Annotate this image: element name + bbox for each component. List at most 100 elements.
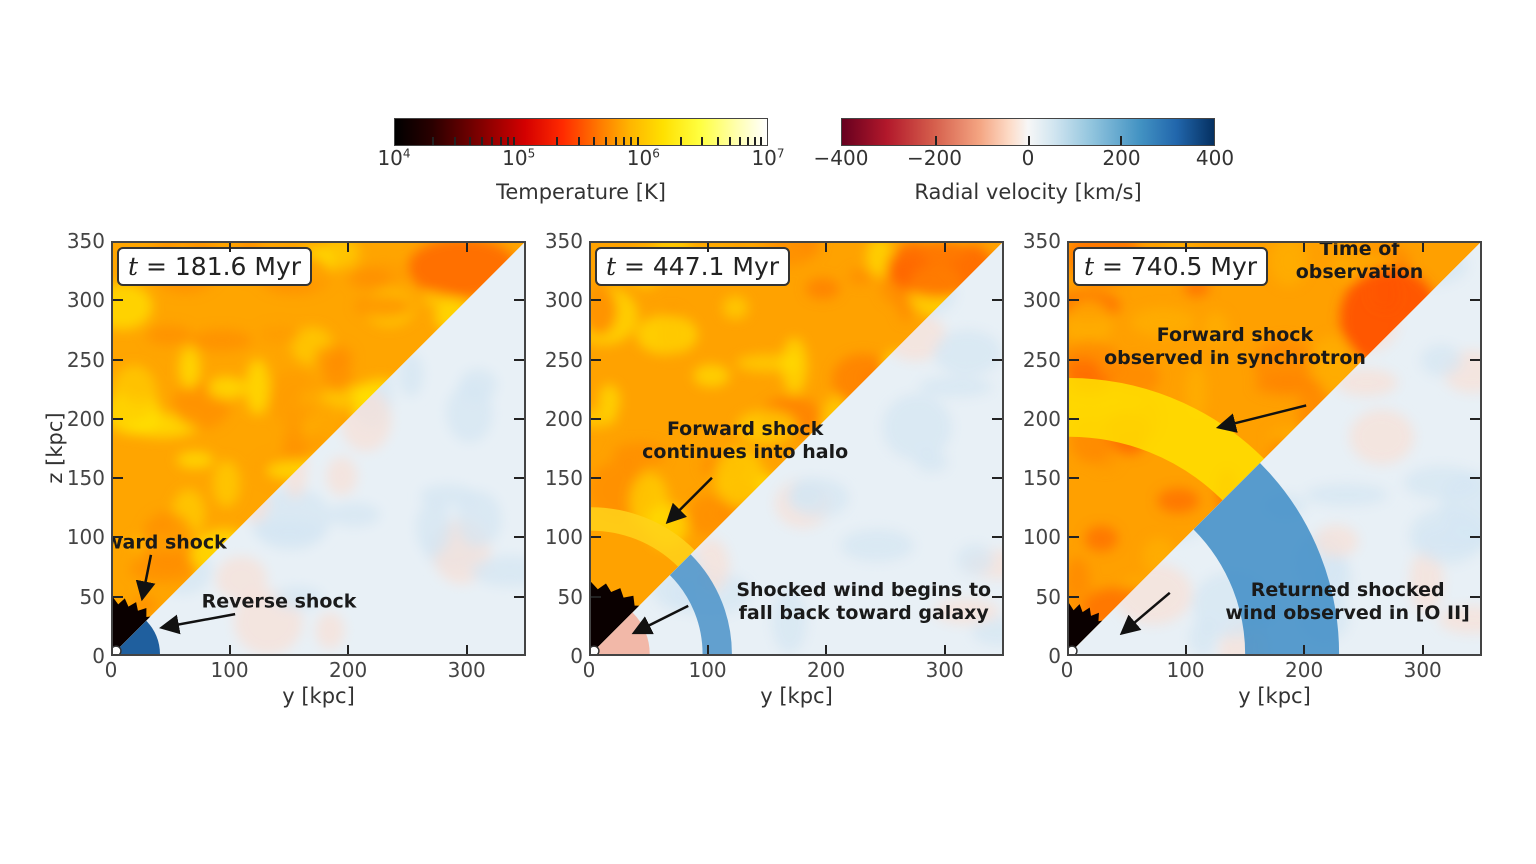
y-tick: [591, 299, 601, 302]
y-tick-label: 150: [66, 466, 105, 491]
velocity-tick-label: 0: [1021, 146, 1035, 170]
y-tick: [591, 536, 601, 539]
annotation-line: fall back toward galaxy: [738, 602, 989, 625]
y-tick: [1470, 358, 1480, 361]
y-tick: [514, 595, 524, 598]
temperature-minor-tick: [760, 137, 763, 145]
y-tick: [514, 536, 524, 539]
annotation-label: Shocked wind begins to fall back toward g…: [736, 579, 991, 625]
time-variable: t: [1084, 252, 1095, 281]
y-tick: [1069, 536, 1079, 539]
temperature-minor-tick: [469, 137, 472, 145]
y-tick: [113, 477, 123, 480]
y-tick: [992, 358, 1002, 361]
y-tick-label: 200: [1022, 406, 1061, 431]
temperature-minor-tick: [701, 137, 704, 145]
x-tick: [1303, 243, 1306, 252]
returned-wind-region: [1069, 243, 1480, 654]
y-tick-label: 100: [544, 525, 583, 550]
x-tick: [465, 645, 468, 654]
y-tick-label: 150: [1022, 466, 1061, 491]
simulation-panel: t = 740.5 Myr Time of observation Forward s…: [1067, 241, 1482, 656]
temperature-minor-tick: [754, 137, 756, 145]
y-tick: [113, 299, 123, 302]
temperature-minor-tick: [636, 137, 639, 145]
y-tick-label: 200: [544, 406, 583, 431]
x-tick: [706, 645, 709, 654]
y-tick: [1069, 417, 1079, 420]
annotation-label: Forward shock observed in synchrotron: [1104, 324, 1366, 370]
y-tick-label: 50: [557, 584, 583, 609]
x-tick: [1184, 645, 1187, 654]
galaxy-marker: [113, 645, 122, 654]
annotation-label: Reverse shock: [202, 591, 357, 614]
temperature-colorbar: [394, 118, 768, 146]
y-tick: [1470, 299, 1480, 302]
inner-wind-region: [591, 595, 650, 654]
temperature-minor-tick: [499, 137, 502, 145]
temperature-minor-tick: [506, 137, 509, 145]
annotation-line: observed in synchrotron: [1104, 347, 1366, 370]
y-tick-label: 300: [66, 288, 105, 313]
annotation-line: Forward shock: [1156, 324, 1314, 347]
temperature-minor-tick: [746, 137, 749, 145]
temperature-minor-tick: [738, 137, 741, 145]
temperature-minor-tick: [614, 137, 617, 145]
y-tick-label: 250: [1022, 347, 1061, 372]
y-tick: [514, 477, 524, 480]
x-tick-label: 100: [688, 658, 727, 682]
annotation-label: Returned shocked wind observed in [O II]: [1225, 579, 1469, 625]
annotation-line: Returned shocked: [1250, 579, 1445, 602]
velocity-tick-label: 400: [1195, 146, 1235, 170]
x-tick: [706, 243, 709, 252]
y-tick-label: 300: [544, 288, 583, 313]
temperature-minor-tick: [491, 137, 494, 145]
y-tick-label: 100: [66, 525, 105, 550]
annotation-line: continues into halo: [642, 441, 849, 463]
y-tick: [1470, 477, 1480, 480]
y-tick-label: 250: [544, 347, 583, 372]
x-tick: [465, 243, 468, 252]
x-tick-label: 200: [1285, 658, 1324, 682]
temperature-minor-tick: [716, 137, 719, 145]
x-tick-label: 0: [1060, 658, 1074, 682]
y-tick: [591, 477, 601, 480]
temperature-minor-tick: [623, 137, 626, 145]
velocity-tick-label: −200: [907, 146, 962, 170]
y-tick-label: 0: [92, 644, 105, 668]
time-value: = 740.5 Myr: [1094, 252, 1258, 281]
x-tick-label: 0: [104, 658, 118, 682]
y-tick: [1069, 595, 1079, 598]
y-tick: [1470, 536, 1480, 539]
y-tick: [1069, 477, 1079, 480]
panel-image: [591, 243, 1002, 654]
time-variable: t: [128, 252, 139, 281]
x-tick: [228, 243, 231, 252]
y-tick: [992, 595, 1002, 598]
y-tick: [992, 299, 1002, 302]
temperature-minor-tick: [630, 137, 633, 145]
x-tick-label: 200: [807, 658, 846, 682]
temperature-minor-tick: [679, 137, 682, 145]
y-tick-label: 250: [66, 347, 105, 372]
x-tick-label: 300: [925, 658, 964, 682]
x-tick: [1421, 243, 1424, 252]
x-tick-label: 0: [582, 658, 596, 682]
temperature-tick-label: 105: [502, 146, 536, 170]
y-tick: [992, 536, 1002, 539]
y-tick: [1069, 299, 1079, 302]
y-tick: [113, 358, 123, 361]
annotation-line: Shocked wind begins to: [736, 579, 992, 602]
panel-image: [1069, 243, 1480, 654]
x-tick: [1184, 243, 1187, 252]
temperature-tick-label: 106: [626, 146, 660, 170]
y-tick-label: 350: [66, 229, 105, 253]
y-tick: [992, 417, 1002, 420]
velocity-tick: [1120, 136, 1123, 145]
annotation-line: Reverse shock: [201, 590, 357, 613]
temperature-colorbar-title: Temperature [K]: [496, 180, 666, 204]
y-tick: [514, 417, 524, 420]
temperature-minor-tick: [593, 137, 596, 145]
x-tick: [1303, 645, 1306, 654]
annotation-line: Forward shock: [113, 531, 227, 554]
